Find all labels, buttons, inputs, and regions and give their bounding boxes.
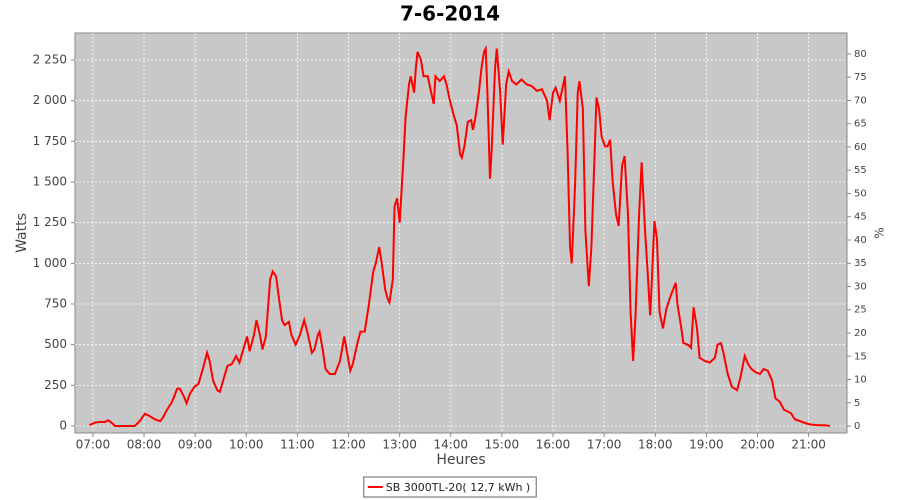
- x-axis-label: Heures: [436, 452, 485, 468]
- y2-tick-label: 35: [854, 258, 867, 269]
- legend-box: [363, 476, 537, 498]
- y2-tick-label: 60: [854, 142, 867, 153]
- x-tick-label: 08:00: [127, 438, 162, 452]
- y-axis-label: Watts: [14, 213, 30, 253]
- x-tick-label: 18:00: [638, 438, 673, 452]
- y-tick-label: 750: [44, 297, 67, 311]
- series-line: [89, 44, 831, 428]
- x-tick-label: 07:00: [76, 438, 111, 452]
- legend-label: SB 3000TL-20( 12,7 kWh ): [386, 481, 530, 494]
- x-tick-label: 17:00: [587, 438, 622, 452]
- y2-tick-label: 55: [854, 165, 867, 176]
- y2-tick-label: 0: [854, 421, 860, 432]
- plot-area: [74, 32, 848, 434]
- y-tick-label: 250: [44, 378, 67, 392]
- y-tick-label: 1 750: [33, 134, 67, 148]
- y2-tick-label: 25: [854, 305, 867, 316]
- y2-tick-label: 65: [854, 119, 867, 130]
- y-tick-label: 1 000: [33, 256, 67, 270]
- x-tick-label: 19:00: [689, 438, 724, 452]
- y-tick-label: 1 250: [33, 215, 67, 229]
- x-tick-label: 15:00: [485, 438, 520, 452]
- y-tick-label: 2 250: [33, 53, 67, 67]
- y-tick-label: 1 500: [33, 175, 67, 189]
- y2-tick-label: 75: [854, 72, 867, 83]
- x-tick-label: 10:00: [229, 438, 264, 452]
- y-tick-label: 0: [59, 419, 67, 433]
- y2-tick-label: 70: [854, 95, 867, 106]
- x-tick-label: 20:00: [740, 438, 775, 452]
- chart-title: 7-6-2014: [400, 2, 500, 26]
- y2-tick-label: 5: [854, 398, 860, 409]
- x-tick-label: 16:00: [536, 438, 571, 452]
- y2-tick-label: 20: [854, 328, 867, 339]
- x-tick-label: 21:00: [791, 438, 826, 452]
- y2-tick-label: 10: [854, 375, 867, 386]
- y2-tick-label: 80: [854, 49, 867, 60]
- y2-axis-label: %: [873, 227, 887, 238]
- x-tick-label: 14:00: [433, 438, 468, 452]
- x-tick-label: 12:00: [331, 438, 366, 452]
- x-tick-label: 11:00: [280, 438, 315, 452]
- legend: SB 3000TL-20( 12,7 kWh ): [363, 476, 537, 498]
- y-tick-label: 500: [44, 337, 67, 351]
- y2-tick-label: 50: [854, 188, 867, 199]
- y2-tick-label: 15: [854, 351, 867, 362]
- x-tick-label: 09:00: [178, 438, 213, 452]
- x-tick-label: 13:00: [382, 438, 417, 452]
- y2-tick-label: 30: [854, 281, 867, 292]
- y-tick-label: 2 000: [33, 93, 67, 107]
- y2-tick-label: 40: [854, 235, 867, 246]
- y2-tick-label: 45: [854, 212, 867, 223]
